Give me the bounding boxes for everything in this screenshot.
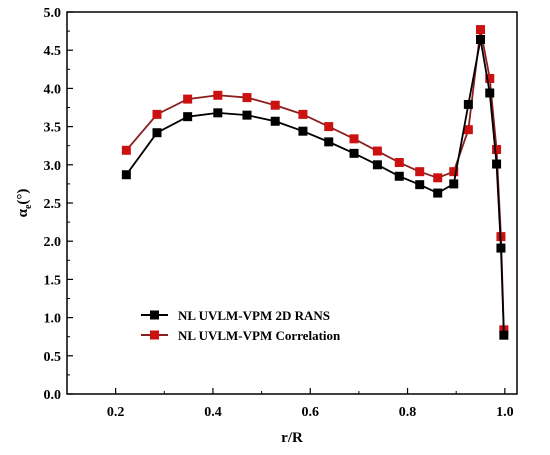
y-tick-label: 0.5 <box>44 350 62 365</box>
data-point <box>463 99 473 109</box>
data-point <box>476 25 486 35</box>
y-axis-label: αe(°) <box>15 189 34 218</box>
x-tick-label: 0.6 <box>301 405 319 420</box>
data-point <box>183 94 193 104</box>
data-point <box>152 128 162 138</box>
y-axis-label-symbol: α <box>15 208 31 217</box>
data-point <box>449 179 459 189</box>
data-point <box>415 180 425 190</box>
series-2 <box>121 25 509 335</box>
x-axis-label: r/R <box>281 430 303 446</box>
data-point <box>121 170 131 180</box>
data-point <box>242 93 252 103</box>
data-point <box>372 146 382 156</box>
data-point <box>298 109 308 119</box>
data-point <box>449 167 459 177</box>
series-1 <box>121 35 509 340</box>
y-axis-label-unit: (°) <box>15 189 31 205</box>
data-point <box>485 73 495 83</box>
data-point <box>463 125 473 135</box>
data-point <box>298 126 308 136</box>
data-point <box>270 100 280 110</box>
x-tick-label: 0.4 <box>204 405 222 420</box>
data-point <box>415 167 425 177</box>
data-point <box>433 188 443 198</box>
data-point <box>242 110 252 120</box>
x-tick-label: 0.8 <box>399 405 417 420</box>
legend-label-series-2: NL UVLM-VPM Correlation <box>178 328 341 343</box>
data-point <box>433 173 443 183</box>
data-point <box>492 145 502 155</box>
data-point <box>394 171 404 181</box>
data-point <box>476 35 486 45</box>
y-tick-label: 0.0 <box>44 388 62 403</box>
legend: NL UVLM-VPM 2D RANS NL UVLM-VPM Correlat… <box>141 308 341 343</box>
y-tick-label: 3.0 <box>44 159 62 174</box>
data-point <box>121 145 131 155</box>
y-tick-label: 1.5 <box>44 273 62 288</box>
y-axis: 0.0 0.5 1.0 1.5 2.0 2.5 3.0 3.5 4.0 4.5 5.0 <box>44 6 73 403</box>
y-tick-label: 2.0 <box>44 235 62 250</box>
data-point <box>213 90 223 100</box>
legend-marker-series-2 <box>150 330 159 340</box>
y-tick-label: 3.5 <box>44 121 62 136</box>
data-point <box>492 159 502 169</box>
data-point <box>394 158 404 168</box>
y-tick-label: 1.0 <box>44 312 62 327</box>
series-line-2 <box>125 28 505 330</box>
data-point <box>372 160 382 170</box>
data-point <box>349 148 359 158</box>
data-point <box>270 116 280 126</box>
data-point <box>152 109 162 119</box>
legend-label-series-1: NL UVLM-VPM 2D RANS <box>178 308 330 323</box>
y-tick-label: 4.5 <box>44 44 62 59</box>
data-point <box>324 122 334 132</box>
x-tick-label: 0.2 <box>107 405 125 420</box>
y-tick-label: 4.0 <box>44 82 62 97</box>
y-axis-label-subscript: e <box>23 204 34 209</box>
y-tick-label: 5.0 <box>44 6 62 21</box>
data-point <box>213 108 223 118</box>
series-layer <box>121 25 509 340</box>
data-point <box>485 88 495 98</box>
data-point <box>349 134 359 144</box>
data-point <box>183 112 193 122</box>
x-tick-label: 1.0 <box>496 405 514 420</box>
x-axis: 0.2 0.4 0.6 0.8 1.0 <box>66 388 514 420</box>
data-point <box>324 137 334 147</box>
data-point <box>496 243 506 253</box>
y-tick-label: 2.5 <box>44 197 62 212</box>
series-line-1 <box>125 38 505 336</box>
data-point <box>499 330 509 340</box>
legend-marker-series-1 <box>150 310 159 320</box>
